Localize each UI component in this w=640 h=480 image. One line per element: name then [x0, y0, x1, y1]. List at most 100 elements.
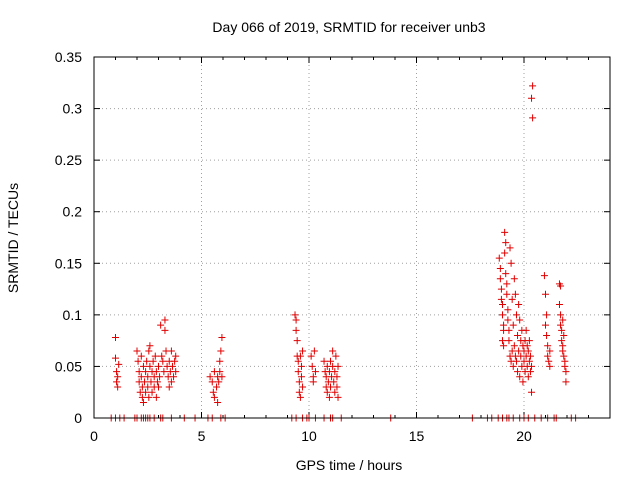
- data-point: [142, 388, 150, 396]
- data-point: [561, 362, 569, 370]
- data-point: [139, 362, 147, 370]
- data-point: [323, 388, 331, 396]
- data-point: [292, 326, 300, 334]
- y-tick-labels: 0 0.05 0.1 0.15 0.2 0.25 0.3 0.35: [55, 49, 82, 426]
- data-point: [311, 368, 319, 376]
- data-point: [499, 337, 506, 345]
- data-point: [170, 373, 178, 381]
- data-point: [320, 357, 328, 365]
- grid-lines: [94, 57, 610, 418]
- data-point: [499, 311, 506, 319]
- data-point: [330, 378, 338, 386]
- data-point: [147, 378, 155, 386]
- y-tick-label: 0.1: [63, 307, 83, 323]
- data-point: [546, 362, 554, 370]
- data-point: [296, 352, 304, 360]
- data-point: [558, 337, 566, 345]
- data-point: [153, 378, 161, 386]
- data-point: [161, 326, 169, 334]
- data-point: [516, 316, 524, 324]
- x-tick-label: 15: [409, 428, 425, 444]
- data-point: [519, 378, 527, 386]
- data-point: [497, 295, 505, 303]
- data-point: [540, 272, 548, 280]
- data-point: [157, 321, 165, 329]
- x-tick-label: 0: [90, 428, 98, 444]
- y-tick-label: 0.05: [55, 358, 82, 374]
- data-point: [510, 342, 518, 350]
- data-point: [514, 331, 522, 339]
- x-axis-label: GPS time / hours: [296, 457, 403, 473]
- data-point: [334, 362, 342, 370]
- data-point: [496, 275, 504, 283]
- data-point: [299, 383, 307, 391]
- x-tick-label: 20: [516, 428, 532, 444]
- data-point: [559, 316, 567, 324]
- data-point: [171, 357, 179, 365]
- data-point: [156, 373, 164, 381]
- data-point: [506, 244, 514, 252]
- data-point: [149, 357, 157, 365]
- chart-title: Day 066 of 2019, SRMTID for receiver unb…: [212, 19, 485, 35]
- data-point: [142, 368, 150, 376]
- data-point: [501, 249, 509, 257]
- data-point: [141, 378, 149, 386]
- data-point: [133, 347, 141, 355]
- data-point: [562, 378, 570, 386]
- data-point: [557, 282, 565, 290]
- data-point: [296, 393, 304, 401]
- data-point: [208, 378, 216, 386]
- y-tick-label: 0: [74, 410, 82, 426]
- data-point: [152, 368, 160, 376]
- data-point: [308, 362, 316, 370]
- data-point: [114, 373, 122, 381]
- data-point: [139, 399, 147, 407]
- data-point: [112, 354, 119, 362]
- data-point: [143, 357, 151, 365]
- data-point: [524, 373, 532, 381]
- x-tick-label: 5: [198, 428, 206, 444]
- data-point: [168, 362, 176, 370]
- data-point: [502, 270, 510, 278]
- data-point: [334, 393, 342, 401]
- data-point: [218, 334, 226, 342]
- data-point: [158, 352, 166, 360]
- data-point: [295, 388, 303, 396]
- data-point: [145, 393, 153, 401]
- data-point: [206, 373, 214, 381]
- y-tick-label: 0.25: [55, 152, 82, 168]
- data-point: [167, 347, 175, 355]
- data-point: [294, 357, 302, 365]
- data-point: [529, 114, 537, 122]
- data-point: [333, 383, 341, 391]
- data-point: [504, 306, 512, 314]
- data-point: [525, 337, 533, 345]
- data-point: [497, 285, 505, 293]
- data-point: [172, 368, 180, 376]
- data-point: [213, 383, 221, 391]
- data-point: [558, 326, 566, 334]
- data-point: [114, 383, 122, 391]
- data-point: [529, 82, 537, 90]
- data-point: [505, 326, 513, 334]
- data-point: [528, 94, 536, 102]
- data-point: [528, 388, 536, 396]
- data-point: [523, 342, 531, 350]
- data-point: [160, 368, 168, 376]
- data-point: [294, 368, 302, 376]
- y-tick-label: 0.2: [63, 204, 83, 220]
- data-point: [542, 321, 549, 329]
- data-point: [295, 378, 303, 386]
- data-point: [165, 383, 173, 391]
- data-point: [526, 368, 534, 376]
- data-point: [332, 352, 340, 360]
- data-point: [333, 373, 341, 381]
- data-point: [495, 254, 503, 262]
- data-point: [292, 316, 300, 324]
- data-point: [542, 290, 549, 298]
- data-point: [514, 368, 522, 376]
- data-point: [503, 280, 511, 288]
- data-point: [557, 321, 565, 329]
- data-point: [544, 342, 552, 350]
- data-point: [560, 352, 568, 360]
